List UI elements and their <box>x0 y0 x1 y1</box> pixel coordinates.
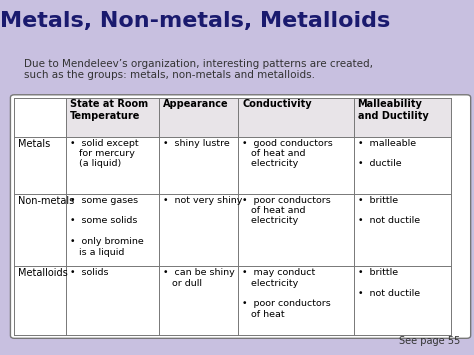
Text: Conductivity: Conductivity <box>242 99 312 109</box>
Text: •  good conductors
   of heat and
   electricity: • good conductors of heat and electricit… <box>242 138 333 168</box>
Text: Metals: Metals <box>18 138 50 149</box>
Text: •  not very shiny: • not very shiny <box>163 196 242 205</box>
Text: State at Room
Temperature: State at Room Temperature <box>70 99 148 121</box>
Text: Appearance: Appearance <box>163 99 228 109</box>
Text: •  solids: • solids <box>70 268 109 277</box>
Text: •  solid except
   for mercury
   (a liquid): • solid except for mercury (a liquid) <box>70 138 139 168</box>
Text: •  shiny lustre: • shiny lustre <box>163 138 229 148</box>
Text: •  can be shiny
   or dull: • can be shiny or dull <box>163 268 235 288</box>
Text: •  some gases

•  some solids

•  only bromine
   is a liquid: • some gases • some solids • only bromin… <box>70 196 144 257</box>
Text: Malleability
and Ductility: Malleability and Ductility <box>357 99 428 121</box>
Text: Metals, Non-metals, Metalloids: Metals, Non-metals, Metalloids <box>0 11 390 31</box>
Text: Metalloids: Metalloids <box>18 268 68 278</box>
Text: •  brittle

•  not ductile: • brittle • not ductile <box>357 196 419 225</box>
Text: Due to Mendeleev’s organization, interesting patterns are created,
such as the g: Due to Mendeleev’s organization, interes… <box>24 59 373 80</box>
Text: See page 55: See page 55 <box>399 336 460 346</box>
Text: •  malleable

•  ductile: • malleable • ductile <box>357 138 416 168</box>
Text: •  may conduct
   electricity

•  poor conductors
   of heat: • may conduct electricity • poor conduct… <box>242 268 331 319</box>
Text: •  poor conductors
   of heat and
   electricity: • poor conductors of heat and electricit… <box>242 196 331 225</box>
Text: Non-metals: Non-metals <box>18 196 74 206</box>
Text: •  brittle

•  not ductile: • brittle • not ductile <box>357 268 419 298</box>
